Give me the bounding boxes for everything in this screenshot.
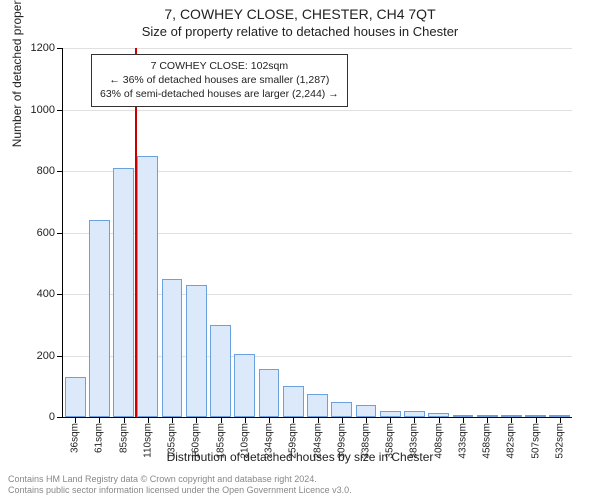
- annotation-line3: 63% of semi-detached houses are larger (…: [100, 87, 339, 101]
- histogram-bar: [162, 279, 183, 417]
- histogram-bar: [113, 168, 134, 417]
- x-tick-label: 61sqm: [94, 423, 105, 453]
- annotation-line1: 7 COWHEY CLOSE: 102sqm: [100, 59, 339, 73]
- footer-line2: Contains public sector information licen…: [8, 485, 592, 496]
- y-tick: [57, 417, 63, 418]
- y-tick-label: 600: [37, 227, 55, 239]
- x-tick-label: 85sqm: [118, 423, 129, 453]
- histogram-bar: [331, 402, 352, 417]
- y-tick: [57, 294, 63, 295]
- histogram-bar: [259, 369, 280, 417]
- chart-title-line2: Size of property relative to detached ho…: [0, 24, 600, 39]
- x-axis-title: Distribution of detached houses by size …: [0, 450, 600, 464]
- y-axis-title: Number of detached properties: [10, 0, 24, 147]
- y-tick: [57, 48, 63, 49]
- y-tick-label: 400: [37, 288, 55, 300]
- histogram-bar: [307, 394, 328, 417]
- y-tick-label: 800: [37, 165, 55, 177]
- histogram-bar: [356, 405, 377, 417]
- footer-attribution: Contains HM Land Registry data © Crown c…: [8, 474, 592, 497]
- histogram-bar: [89, 220, 110, 417]
- y-tick-label: 200: [37, 350, 55, 362]
- y-tick: [57, 233, 63, 234]
- histogram-bar: [137, 156, 158, 417]
- chart-container: 7, COWHEY CLOSE, CHESTER, CH4 7QT Size o…: [0, 0, 600, 500]
- y-tick: [57, 171, 63, 172]
- histogram-bar: [283, 386, 304, 417]
- y-tick: [57, 110, 63, 111]
- y-tick-label: 1000: [31, 104, 55, 116]
- x-tick-label: 36sqm: [70, 423, 81, 453]
- annotation-box: 7 COWHEY CLOSE: 102sqm← 36% of detached …: [91, 54, 348, 107]
- chart-title-line1: 7, COWHEY CLOSE, CHESTER, CH4 7QT: [0, 6, 600, 22]
- y-tick-label: 1200: [31, 42, 55, 54]
- histogram-bar: [186, 285, 207, 417]
- y-tick-label: 0: [49, 411, 55, 423]
- grid-line: [63, 48, 572, 49]
- y-tick: [57, 356, 63, 357]
- annotation-line2: ← 36% of detached houses are smaller (1,…: [100, 73, 339, 87]
- histogram-bar: [234, 354, 255, 417]
- histogram-bar: [65, 377, 86, 417]
- histogram-bar: [210, 325, 231, 417]
- plot-area: 02004006008001000120036sqm61sqm85sqm110s…: [62, 48, 572, 418]
- footer-line1: Contains HM Land Registry data © Crown c…: [8, 474, 592, 485]
- grid-line: [63, 110, 572, 111]
